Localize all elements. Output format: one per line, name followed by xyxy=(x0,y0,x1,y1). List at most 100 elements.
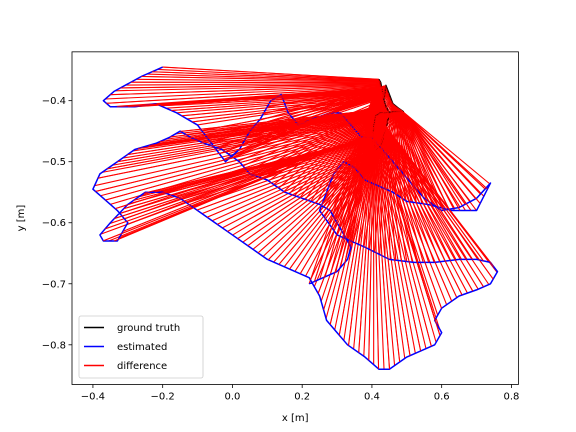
difference-segment-overlay xyxy=(104,129,386,230)
difference-segment-overlay xyxy=(329,142,375,325)
difference-segment-overlay xyxy=(242,100,385,167)
difference-segment-overlay xyxy=(401,110,472,211)
y-tick-label: −0.8 xyxy=(42,340,66,351)
difference-segment-overlay xyxy=(165,137,383,194)
difference-segment xyxy=(273,148,377,263)
difference-segment xyxy=(334,141,375,330)
difference-segment xyxy=(157,68,380,81)
difference-segment-overlay xyxy=(137,112,390,150)
difference-segment-overlay xyxy=(283,95,383,192)
difference-segment xyxy=(374,120,458,298)
difference-segment-overlay xyxy=(106,86,382,104)
legend-label-difference: difference xyxy=(117,361,167,372)
x-tick-label: 0.0 xyxy=(224,391,240,402)
difference-segment-overlay xyxy=(324,81,380,277)
difference-segment-overlay xyxy=(141,76,381,82)
difference-segment-overlay xyxy=(397,107,466,205)
difference-segment-overlay xyxy=(348,139,375,346)
difference-segment xyxy=(105,85,382,100)
difference-segment-overlay xyxy=(326,89,382,209)
difference-segment-overlay xyxy=(115,122,388,210)
difference-segment-overlay xyxy=(294,93,383,196)
difference-segment-overlay xyxy=(381,112,430,263)
difference-segment xyxy=(242,146,380,243)
x-tick-label: −0.2 xyxy=(151,391,175,402)
y-tick-label: −0.4 xyxy=(42,96,66,107)
difference-segment-overlay xyxy=(374,117,474,292)
x-tick-label: 0.4 xyxy=(364,391,380,402)
difference-segment-overlay xyxy=(373,129,411,356)
difference-segment xyxy=(402,110,466,211)
difference-segment-overlay xyxy=(254,86,386,126)
x-tick-label: 0.8 xyxy=(503,391,519,402)
difference-segment-overlay xyxy=(192,96,385,123)
difference-segment-overlay xyxy=(122,125,387,232)
difference-segment-overlay xyxy=(402,111,450,210)
difference-segment-overlay xyxy=(335,82,381,273)
difference-segment-overlay xyxy=(233,102,385,158)
difference-segment xyxy=(373,126,437,343)
difference-segment-overlay xyxy=(374,112,387,252)
difference-segment-overlay xyxy=(401,110,481,204)
x-axis-ticks: −0.4 −0.2 0.0 0.2 0.4 0.6 0.8 xyxy=(81,384,519,402)
difference-segment-overlay xyxy=(338,140,375,336)
difference-segment-overlay xyxy=(374,116,484,288)
difference-segment xyxy=(136,78,381,83)
y-tick-label: −0.6 xyxy=(42,218,66,229)
difference-segment-overlay xyxy=(201,95,385,132)
difference-segment-overlay xyxy=(373,133,390,370)
difference-segment-overlay xyxy=(373,128,422,352)
difference-segment-overlay xyxy=(374,122,442,309)
difference-segment-overlay xyxy=(374,119,463,296)
difference-segment-overlay xyxy=(314,79,380,282)
difference-segment-overlay xyxy=(162,66,379,80)
difference-segment-overlay xyxy=(323,143,375,311)
difference-segment xyxy=(343,139,375,341)
x-tick-label: 0.6 xyxy=(434,391,450,402)
difference-segment-overlay xyxy=(97,118,389,179)
difference-segment-overlay xyxy=(114,126,387,242)
difference-segment-overlay xyxy=(358,137,375,353)
difference-overlay xyxy=(95,66,494,370)
difference-segment-overlay xyxy=(105,121,388,201)
difference-segment-overlay xyxy=(120,83,381,89)
difference-segment xyxy=(115,84,382,92)
difference-segment-overlay xyxy=(117,115,389,163)
difference-segment-overlay xyxy=(373,131,401,363)
difference-segment-overlay xyxy=(152,71,380,81)
y-tick-label: −0.5 xyxy=(42,157,66,168)
difference-segment-overlay xyxy=(263,85,387,115)
difference-segment-overlay xyxy=(373,134,380,369)
y-tick-label: −0.7 xyxy=(42,279,66,290)
difference-segment xyxy=(373,127,427,349)
legend-label-ground-truth: ground truth xyxy=(117,323,180,334)
difference-segment xyxy=(94,119,388,187)
difference-segment xyxy=(146,73,380,82)
difference-segment-overlay xyxy=(110,85,382,96)
difference-segment-overlay xyxy=(217,144,381,225)
difference-segment-overlay xyxy=(263,97,384,179)
legend-box xyxy=(78,315,204,379)
difference-segment-overlay xyxy=(315,91,383,204)
difference-segment xyxy=(373,133,385,370)
difference-segment xyxy=(400,109,485,197)
difference-segment-overlay xyxy=(206,143,382,218)
difference-segment-overlay xyxy=(289,148,376,270)
difference-segment-overlay xyxy=(378,113,462,260)
y-axis-label: y [m] xyxy=(16,205,27,232)
difference-segment-overlay xyxy=(368,136,375,361)
x-tick-label: 0.2 xyxy=(294,391,310,402)
x-tick-label: −0.4 xyxy=(81,391,105,402)
difference-segment-overlay xyxy=(344,84,381,263)
legend-label-estimated: estimated xyxy=(117,342,167,353)
x-axis-label: x [m] xyxy=(282,413,309,424)
difference-segment-overlay xyxy=(350,85,381,247)
difference-segment-overlay xyxy=(267,148,378,261)
difference-segment-overlay xyxy=(374,120,453,302)
difference-segment-overlay xyxy=(377,113,473,260)
difference-segment-overlay xyxy=(222,103,386,151)
difference-segment-overlay xyxy=(273,96,384,185)
difference-segment-overlay xyxy=(373,125,441,336)
difference-segment-overlay xyxy=(196,141,382,211)
